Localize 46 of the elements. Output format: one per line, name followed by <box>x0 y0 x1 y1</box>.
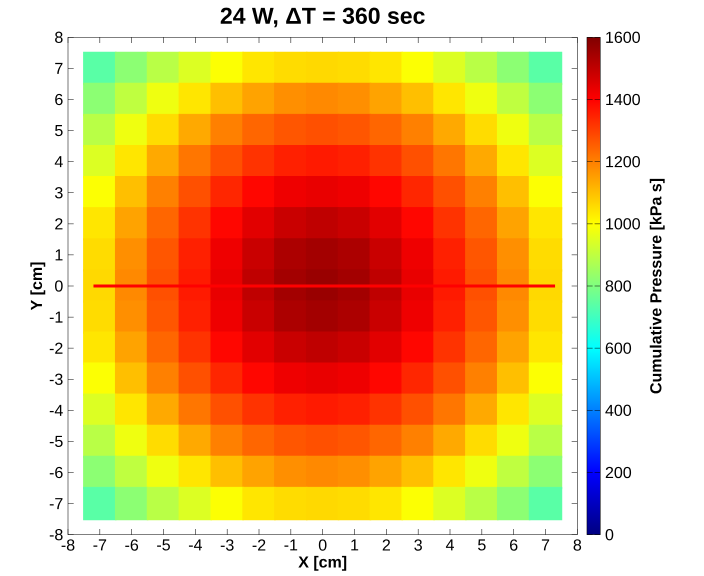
color-bar-label: 1600 <box>606 32 640 43</box>
y-tick-label: -2 <box>50 342 62 354</box>
x-tick-label: -6 <box>125 539 138 551</box>
y-tick-label: 3 <box>54 187 63 198</box>
color-bar-label: 800 <box>606 280 632 292</box>
x-tick-label: 6 <box>510 539 518 551</box>
y-tick-label: -7 <box>50 498 62 510</box>
x-tick-label: -1 <box>284 539 298 550</box>
y-tick-label: 6 <box>55 94 63 106</box>
x-tick-label: -5 <box>157 539 170 551</box>
y-axis-title: Y [cm] <box>30 262 46 310</box>
x-tick-label: 2 <box>382 539 390 551</box>
y-tick-label: 5 <box>55 125 63 136</box>
y-tick-label: -1 <box>50 312 63 323</box>
color-bar-label: 0 <box>606 529 614 540</box>
x-tick-label: 0 <box>318 539 327 551</box>
x-axis-title: X [cm] <box>298 556 346 571</box>
x-tick-label: 3 <box>414 539 422 551</box>
color-bar-label: 400 <box>605 404 632 416</box>
y-tick-label: 8 <box>55 32 63 43</box>
y-tick-label: 4 <box>54 156 63 168</box>
y-tick-label: -3 <box>50 374 63 385</box>
color-bar-label: 600 <box>606 342 632 354</box>
x-tick-label: -3 <box>220 539 234 551</box>
x-tick-label: 8 <box>574 539 582 551</box>
y-tick-label: -6 <box>50 466 63 478</box>
y-tick-label: -8 <box>50 529 63 540</box>
y-tick-label: 1 <box>56 249 63 260</box>
x-tick-label: -7 <box>93 539 106 550</box>
x-tick-label: 1 <box>351 539 358 550</box>
color-bar-label: 1400 <box>606 94 640 106</box>
x-tick-label: 4 <box>446 539 454 550</box>
color-bar-label: 1000 <box>606 218 640 230</box>
chart-title: 24 W, ΔT = 360 sec <box>220 8 425 28</box>
y-tick-label: -5 <box>50 436 63 447</box>
x-tick-label: 7 <box>542 539 550 550</box>
color-bar-title: Cumulative Pressure [kPa s] <box>650 178 665 394</box>
y-tick-label: 2 <box>55 218 62 230</box>
y-tick-label: 0 <box>55 280 63 292</box>
x-tick-label: -4 <box>188 539 202 550</box>
y-tick-label: -4 <box>50 404 63 416</box>
color-bar-label: 200 <box>606 466 632 478</box>
x-tick-label: 5 <box>478 539 486 551</box>
color-bar-label: 1200 <box>606 156 640 168</box>
x-tick-label: -2 <box>252 539 266 551</box>
y-tick-label: 7 <box>55 62 62 74</box>
